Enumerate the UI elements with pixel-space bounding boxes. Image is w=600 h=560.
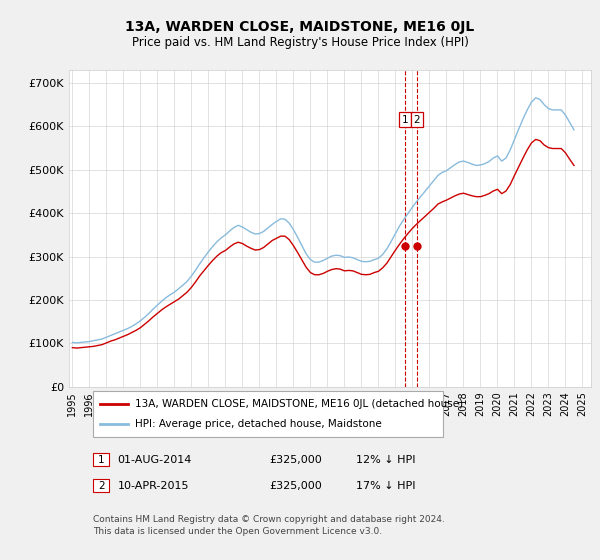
Text: 13A, WARDEN CLOSE, MAIDSTONE, ME16 0JL: 13A, WARDEN CLOSE, MAIDSTONE, ME16 0JL [125, 20, 475, 34]
Text: 13A, WARDEN CLOSE, MAIDSTONE, ME16 0JL (detached house): 13A, WARDEN CLOSE, MAIDSTONE, ME16 0JL (… [135, 399, 463, 409]
Text: 1: 1 [98, 455, 104, 465]
Text: Contains HM Land Registry data © Crown copyright and database right 2024.
This d: Contains HM Land Registry data © Crown c… [94, 515, 445, 536]
Text: £325,000: £325,000 [269, 480, 322, 491]
Text: Price paid vs. HM Land Registry's House Price Index (HPI): Price paid vs. HM Land Registry's House … [131, 36, 469, 49]
Bar [94, 391, 443, 437]
Text: 10-APR-2015: 10-APR-2015 [118, 480, 189, 491]
Text: 2: 2 [98, 480, 104, 491]
Bar [94, 479, 109, 492]
Text: HPI: Average price, detached house, Maidstone: HPI: Average price, detached house, Maid… [135, 419, 382, 429]
Bar [94, 453, 109, 466]
Text: 2: 2 [414, 115, 421, 125]
Text: 1: 1 [402, 115, 409, 125]
Text: 12% ↓ HPI: 12% ↓ HPI [356, 455, 416, 465]
Text: 17% ↓ HPI: 17% ↓ HPI [356, 480, 416, 491]
Text: 01-AUG-2014: 01-AUG-2014 [118, 455, 192, 465]
Text: £325,000: £325,000 [269, 455, 322, 465]
